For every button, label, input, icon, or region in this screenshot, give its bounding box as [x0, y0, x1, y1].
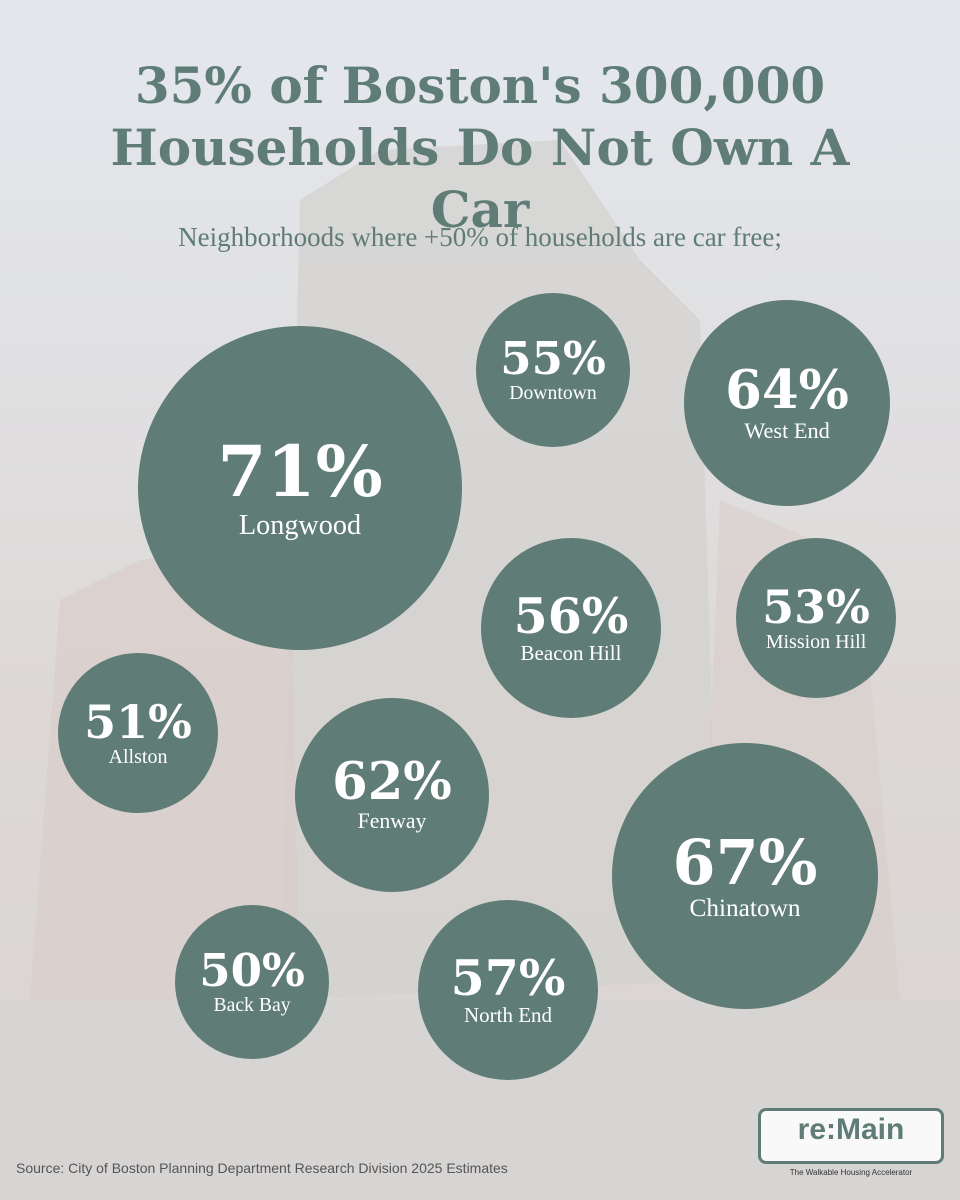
value-label: 71%: [217, 430, 383, 514]
bubble: 51% Allston: [58, 653, 218, 813]
chart-title: 35% of Boston's 300,000 Households Do No…: [110, 56, 850, 239]
category-label: Back Bay: [213, 993, 291, 1016]
category-label: North End: [463, 1003, 553, 1028]
bubble: 71% Longwood: [138, 326, 462, 650]
value-label: 53%: [762, 579, 870, 634]
category-label: Allston: [108, 746, 168, 769]
bubble: 53% Mission Hill: [736, 538, 896, 698]
bubble: 56% Beacon Hill: [481, 538, 661, 718]
logo-tagline: The Walkable Housing Accelerator: [789, 1168, 913, 1177]
logo-name: re:Main: [797, 1113, 905, 1146]
category-label: Downtown: [509, 381, 597, 404]
value-label: 55%: [500, 332, 606, 386]
bubble: 57% North End: [418, 900, 598, 1080]
category-label: Longwood: [238, 509, 362, 541]
bubble: 55% Downtown: [476, 293, 630, 447]
bubble: 62% Fenway: [295, 698, 489, 892]
value-label: 50%: [199, 944, 305, 998]
bubble: 64% West End: [684, 300, 890, 506]
category-label: Fenway: [357, 808, 427, 833]
category-label: Beacon Hill: [520, 641, 622, 666]
category-label: Chinatown: [689, 893, 801, 922]
bubble: 67% Chinatown: [612, 743, 878, 1009]
value-label: 51%: [84, 694, 192, 749]
category-label: Mission Hill: [765, 631, 867, 654]
source: Source: City of Boston Planning Departme…: [16, 1160, 508, 1176]
value-label: 67%: [672, 825, 818, 899]
value-label: 64%: [725, 358, 849, 421]
bubble: 50% Back Bay: [175, 905, 329, 1059]
category-label: West End: [744, 417, 830, 443]
value-label: 57%: [450, 948, 566, 1007]
logo: re:Main: [758, 1108, 944, 1164]
chart-subtitle: Neighborhoods where +50% of households a…: [178, 222, 782, 252]
value-label: 56%: [513, 586, 629, 645]
value-label: 62%: [332, 752, 452, 813]
